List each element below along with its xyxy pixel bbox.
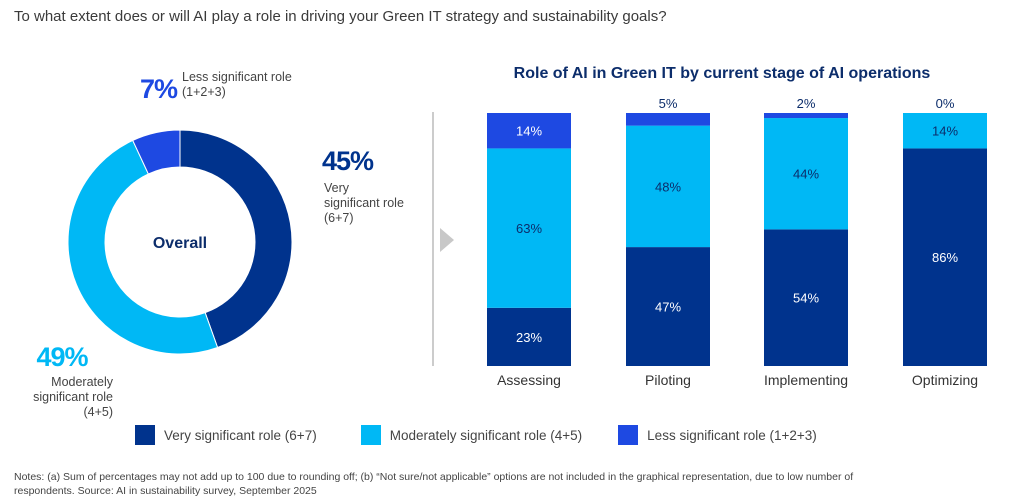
category-label-piloting: Piloting [645, 372, 691, 388]
bar-segment-less-piloting [626, 113, 710, 126]
legend-item-less: Less significant role (1+2+3) [618, 425, 817, 445]
donut-label-very-2: (6+7) [324, 211, 354, 225]
bar-segment-very-implementing [764, 229, 848, 366]
legend-item-very: Very significant role (6+7) [135, 425, 317, 445]
donut-label-less-1: (1+2+3) [182, 85, 226, 99]
legend-label-less: Less significant role (1+2+3) [647, 427, 817, 443]
legend-label-moderately: Moderately significant role (4+5) [389, 427, 583, 443]
donut-pct-less: 7% [140, 74, 178, 104]
donut-slice-less [132, 129, 181, 175]
donut-label-moderately-0: Moderately [51, 375, 114, 389]
bar-segment-very-piloting [626, 247, 710, 366]
bar-label-very-implementing: 54% [793, 291, 819, 306]
donut-label-less-0: Less significant role [182, 70, 292, 84]
donut-pct-very: 45% [322, 146, 374, 176]
bar-label-less-optimizing: 0% [936, 96, 955, 111]
bar-label-very-piloting: 47% [655, 300, 681, 315]
bar-segment-moderately-assessing [487, 148, 571, 308]
bar-segment-less-implementing [764, 113, 848, 119]
bar-label-less-assessing: 14% [516, 124, 542, 139]
legend-item-moderately: Moderately significant role (4+5) [360, 425, 583, 445]
bar-label-moderately-optimizing: 14% [932, 124, 958, 139]
donut-pct-moderately: 49% [36, 342, 88, 372]
category-label-implementing: Implementing [764, 372, 848, 388]
donut-slice-very [179, 129, 293, 349]
bar-label-moderately-implementing: 44% [793, 167, 819, 182]
donut-label-very-1: significant role [324, 196, 404, 210]
bar-label-less-implementing: 2% [797, 96, 816, 111]
bar-label-moderately-assessing: 63% [516, 221, 542, 236]
bar-segment-moderately-optimizing [903, 113, 987, 149]
legend-label-very: Very significant role (6+7) [164, 427, 317, 443]
legend: Very significant role (6+7) Moderately s… [135, 425, 861, 445]
donut-slice-moderately [67, 139, 219, 355]
donut-label-moderately-1: significant role [33, 390, 113, 404]
notes-line-2: respondents. Source: AI in sustainabilit… [14, 485, 317, 497]
bar-chart-title: Role of AI in Green IT by current stage … [514, 65, 931, 82]
donut-label-moderately-2: (4+5) [83, 405, 113, 419]
notes: Notes: (a) Sum of percentages may not ad… [14, 470, 1004, 498]
donut-label-very-0: Very [324, 181, 350, 195]
bar-segment-very-optimizing [903, 148, 987, 366]
bar-segment-very-assessing [487, 307, 571, 366]
donut-center-label: Overall [153, 235, 207, 252]
legend-swatch-very [135, 425, 155, 445]
survey-question: To what extent does or will AI play a ro… [14, 8, 667, 25]
stage-stacked-bar-chart: Role of AI in Green IT by current stage … [487, 65, 987, 388]
bar-label-very-optimizing: 86% [932, 250, 958, 265]
category-label-assessing: Assessing [497, 372, 561, 388]
bar-label-less-piloting: 5% [659, 96, 678, 111]
bar-label-moderately-piloting: 48% [655, 179, 681, 194]
category-label-optimizing: Optimizing [912, 372, 978, 388]
bar-segment-moderately-implementing [764, 118, 848, 230]
legend-swatch-moderately [360, 425, 381, 445]
bar-label-very-assessing: 23% [516, 330, 542, 345]
bar-segment-moderately-piloting [626, 125, 710, 248]
arrow-right-icon [440, 228, 454, 252]
legend-swatch-less [618, 425, 639, 445]
bar-segment-less-assessing [487, 113, 571, 149]
notes-line-1: Notes: (a) Sum of percentages may not ad… [14, 471, 854, 483]
